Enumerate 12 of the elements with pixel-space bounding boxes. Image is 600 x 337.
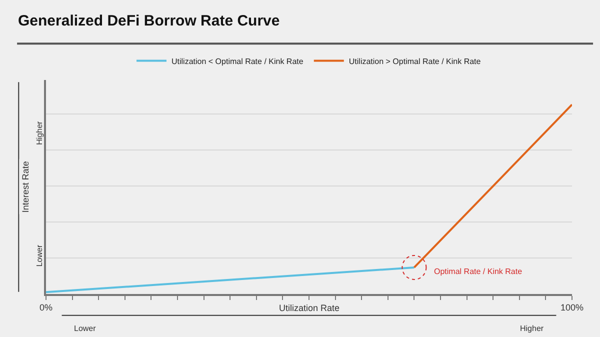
x-tick-label: 100% (560, 302, 584, 313)
y-axis-title: Interest Rate (20, 161, 31, 213)
text: Lower (74, 324, 96, 333)
x-axis-title: Utilization Rate (279, 303, 340, 313)
legend-label: Utilization < Optimal Rate / Kink Rate (172, 56, 304, 66)
legend-label: Utilization > Optimal Rate / Kink Rate (348, 56, 482, 66)
chart-title: Generalized DeFi Borrow Rate Curve (18, 12, 280, 30)
annotation: Optimal Rate / Kink Rate (434, 267, 523, 276)
x-tick-label: 0% (39, 302, 53, 313)
text: Higher (34, 120, 44, 145)
text: Lower (35, 244, 44, 267)
text: Higher (520, 324, 544, 333)
